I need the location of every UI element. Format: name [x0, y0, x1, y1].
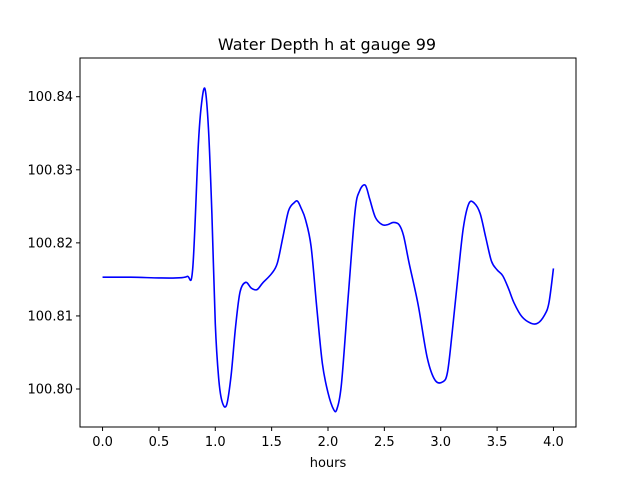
y-axis: 100.80 100.81 100.82 100.83 100.84: [28, 90, 80, 398]
y-tick-label: 100.84: [28, 90, 74, 105]
x-tick-label: 3.0: [430, 435, 451, 450]
x-axis: 0.0 0.5 1.0 1.5 2.0 2.5 3.0 3.5 4.0: [92, 427, 564, 450]
x-tick-label: 0.0: [92, 435, 113, 450]
plot-frame: [79, 57, 577, 428]
y-tick-label: 100.80: [28, 383, 74, 398]
y-tick-label: 100.83: [28, 163, 74, 178]
series-line: [102, 87, 555, 413]
plot-area: [102, 87, 555, 413]
x-tick-label: 3.5: [487, 435, 508, 450]
x-tick-label: 2.5: [374, 435, 395, 450]
x-tick-label: 0.5: [149, 435, 170, 450]
x-tick-label: 4.0: [543, 435, 564, 450]
chart-title: Water Depth h at gauge 99: [218, 35, 436, 54]
x-axis-label: hours: [310, 456, 347, 471]
x-tick-label: 1.5: [261, 435, 282, 450]
y-tick-label: 100.82: [28, 236, 74, 251]
x-tick-label: 2.0: [318, 435, 339, 450]
x-tick-label: 1.0: [205, 435, 226, 450]
y-tick-label: 100.81: [28, 309, 74, 324]
